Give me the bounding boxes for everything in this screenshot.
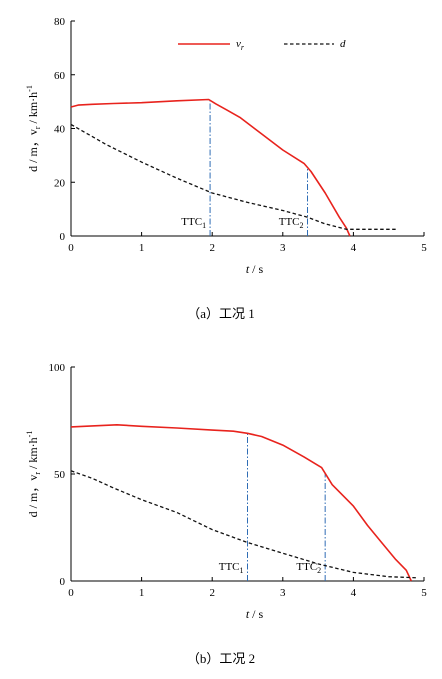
series-line-vr (70, 423, 413, 582)
chart-panel-a: 0 1 2 3 4 5 0 20 40 60 80 TTC1 TTC2 vr d t / s d / m，vr … (25, 16, 427, 321)
y-tick-label: 40 (54, 124, 66, 136)
y-tick-label: 60 (54, 70, 66, 82)
x-tick-label: 3 (280, 587, 286, 599)
y-tick-label: 50 (54, 469, 66, 481)
x-tick-label: 1 (139, 242, 145, 254)
y-tick-label: 80 (54, 16, 66, 28)
x-tick-label: 4 (351, 242, 357, 254)
figure-caption: （b）工况 2 (187, 651, 255, 666)
ttc-label: TTC1 (181, 216, 206, 230)
ttc-label: TTC2 (296, 561, 321, 575)
y-tick-label: 20 (54, 177, 66, 189)
x-tick-label: 5 (421, 242, 427, 254)
figure-caption: （a）工况 1 (187, 306, 255, 321)
x-tick-label: 5 (421, 587, 427, 599)
x-tick-label: 2 (209, 242, 215, 254)
y-axis-label: d / m，vr / km·h-1 (25, 85, 42, 172)
legend-label-vr: vr (236, 38, 245, 52)
legend: vr d (178, 38, 346, 52)
x-axis-label: t / s (246, 262, 264, 276)
y-axis-label: d / m，vr / km·h-1 (25, 431, 42, 518)
y-tick-label: 100 (49, 362, 66, 374)
x-tick-label: 0 (68, 242, 74, 254)
x-tick-label: 1 (139, 587, 145, 599)
x-tick-label: 0 (68, 587, 74, 599)
series-line-d (70, 123, 396, 230)
x-axis-label: t / s (246, 607, 264, 621)
x-tick-label: 3 (280, 242, 286, 254)
y-tick-label: 0 (60, 231, 66, 243)
ttc-label: TTC1 (219, 561, 244, 575)
ttc-label: TTC2 (279, 216, 304, 230)
x-tick-label: 2 (209, 587, 215, 599)
x-tick-label: 4 (351, 587, 357, 599)
y-tick-label: 0 (60, 576, 66, 588)
series-line-d (70, 470, 417, 579)
legend-label-d: d (340, 38, 346, 50)
series-line-vr (70, 98, 351, 237)
